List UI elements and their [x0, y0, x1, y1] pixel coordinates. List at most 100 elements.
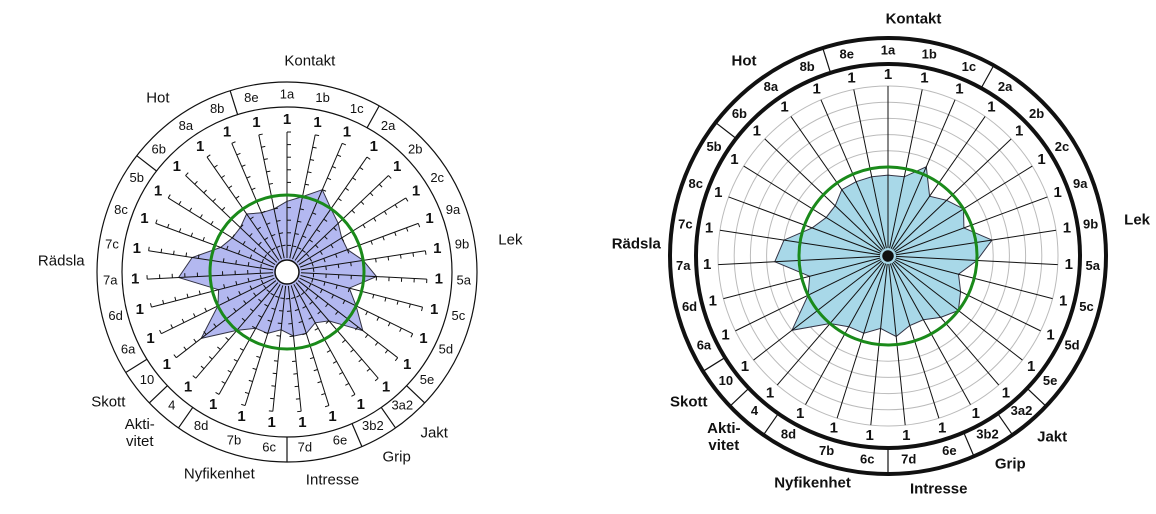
spoke-tick — [243, 300, 247, 305]
spoke-tick — [198, 290, 201, 295]
spoke-tick — [311, 262, 314, 267]
spoke-tick — [382, 236, 385, 241]
spoke-tick — [228, 185, 233, 189]
spoke-label: 1 — [283, 111, 291, 128]
group-label: Rädsla — [37, 252, 85, 270]
spoke-tick — [268, 182, 273, 185]
category-label: 9b — [455, 237, 469, 252]
spoke-tick — [221, 381, 226, 384]
spoke-tick — [273, 207, 279, 210]
spoke-tick — [275, 295, 280, 298]
category-label: 5a — [457, 272, 472, 287]
spoke-tick — [315, 295, 319, 300]
spoke-tick — [256, 355, 261, 358]
spoke-tick — [292, 245, 297, 248]
group-separator — [177, 407, 194, 429]
spoke-tick — [352, 177, 357, 181]
spoke-tick — [335, 284, 338, 289]
spoke-tick — [235, 260, 237, 265]
spoke-tick — [233, 358, 238, 362]
spoke-label: 1 — [1063, 220, 1071, 237]
spoke-tick — [358, 358, 363, 363]
spoke-tick — [319, 251, 323, 255]
spoke-tick — [212, 198, 217, 202]
spoke-tick — [298, 320, 303, 324]
spoke-label: 1 — [902, 427, 910, 444]
spoke-tick — [271, 307, 276, 310]
category-label: 5d — [439, 341, 453, 356]
spoke-label: 1 — [1054, 184, 1062, 201]
spoke-tick — [253, 247, 257, 252]
spoke-tick — [266, 170, 271, 173]
spoke-tick — [321, 393, 326, 396]
spoke-tick — [267, 250, 271, 255]
spoke-tick — [330, 244, 334, 249]
spoke-label: 1 — [938, 420, 946, 437]
category-label: 5e — [420, 372, 434, 387]
spoke-tick — [316, 229, 321, 233]
spoke-label: 1 — [209, 396, 217, 413]
spoke-label: 1 — [393, 158, 401, 175]
spoke-label: 1 — [163, 356, 171, 373]
spoke-tick — [221, 175, 225, 179]
spoke-tick — [199, 214, 203, 219]
spoke-tick — [364, 334, 369, 339]
spoke-tick — [181, 318, 185, 323]
spoke-tick — [312, 267, 315, 273]
spoke-tick — [192, 375, 197, 379]
spoke-tick — [167, 223, 170, 228]
group-separator — [366, 105, 380, 129]
spoke-tick — [362, 224, 366, 229]
group-label: Lek — [498, 231, 523, 249]
spoke-tick — [248, 379, 253, 383]
category-label: 6c — [860, 451, 874, 466]
spoke-tick — [160, 248, 163, 253]
category-label: 8c — [689, 176, 703, 191]
spoke-tick — [226, 245, 229, 250]
category-label: 3a2 — [1011, 403, 1033, 418]
reference-circle — [208, 193, 366, 351]
spoke-tick — [312, 146, 317, 149]
spoke-label: 1 — [425, 210, 433, 227]
spoke-tick — [294, 308, 299, 312]
spoke-tick — [313, 369, 318, 372]
spoke-tick — [351, 209, 356, 214]
spoke-tick — [405, 197, 409, 202]
spoke-label: 1 — [705, 220, 713, 237]
spoke-tick — [375, 258, 377, 263]
spoke-tick — [355, 326, 359, 331]
spoke-label: 1 — [796, 405, 804, 422]
spoke-tick — [213, 164, 218, 168]
spoke-tick — [173, 354, 177, 359]
category-label: 5b — [706, 139, 721, 154]
spoke-tick — [342, 142, 347, 146]
spoke-tick — [231, 141, 236, 144]
spoke-tick — [370, 240, 373, 245]
spoke-tick — [247, 262, 250, 267]
spoke-label: 1 — [136, 301, 144, 318]
spoke-label: 1 — [133, 240, 141, 257]
spoke-tick — [399, 254, 402, 259]
spoke-tick — [365, 311, 368, 316]
category-label: 5a — [1086, 258, 1101, 273]
spoke-tick — [335, 253, 338, 258]
spoke-label: 1 — [714, 184, 722, 201]
spoke-tick — [296, 294, 301, 298]
spoke-label: 1 — [146, 330, 154, 347]
spoke-label: 1 — [812, 81, 820, 98]
spoke-label: 1 — [1002, 384, 1010, 401]
category-label: 8e — [839, 47, 853, 62]
spoke-label: 1 — [703, 256, 711, 273]
spoke-label: 1 — [730, 151, 738, 168]
spoke-tick — [315, 244, 319, 249]
group-separator — [125, 358, 148, 374]
spoke-tick — [374, 377, 379, 382]
spoke-tick — [249, 254, 253, 259]
spoke-tick — [246, 176, 251, 179]
spoke-tick — [266, 289, 270, 293]
spoke-tick — [326, 349, 331, 353]
category-label: 6d — [108, 308, 122, 323]
spoke-tick — [223, 284, 226, 289]
category-label: 4 — [168, 398, 175, 413]
group-separator — [148, 385, 168, 404]
